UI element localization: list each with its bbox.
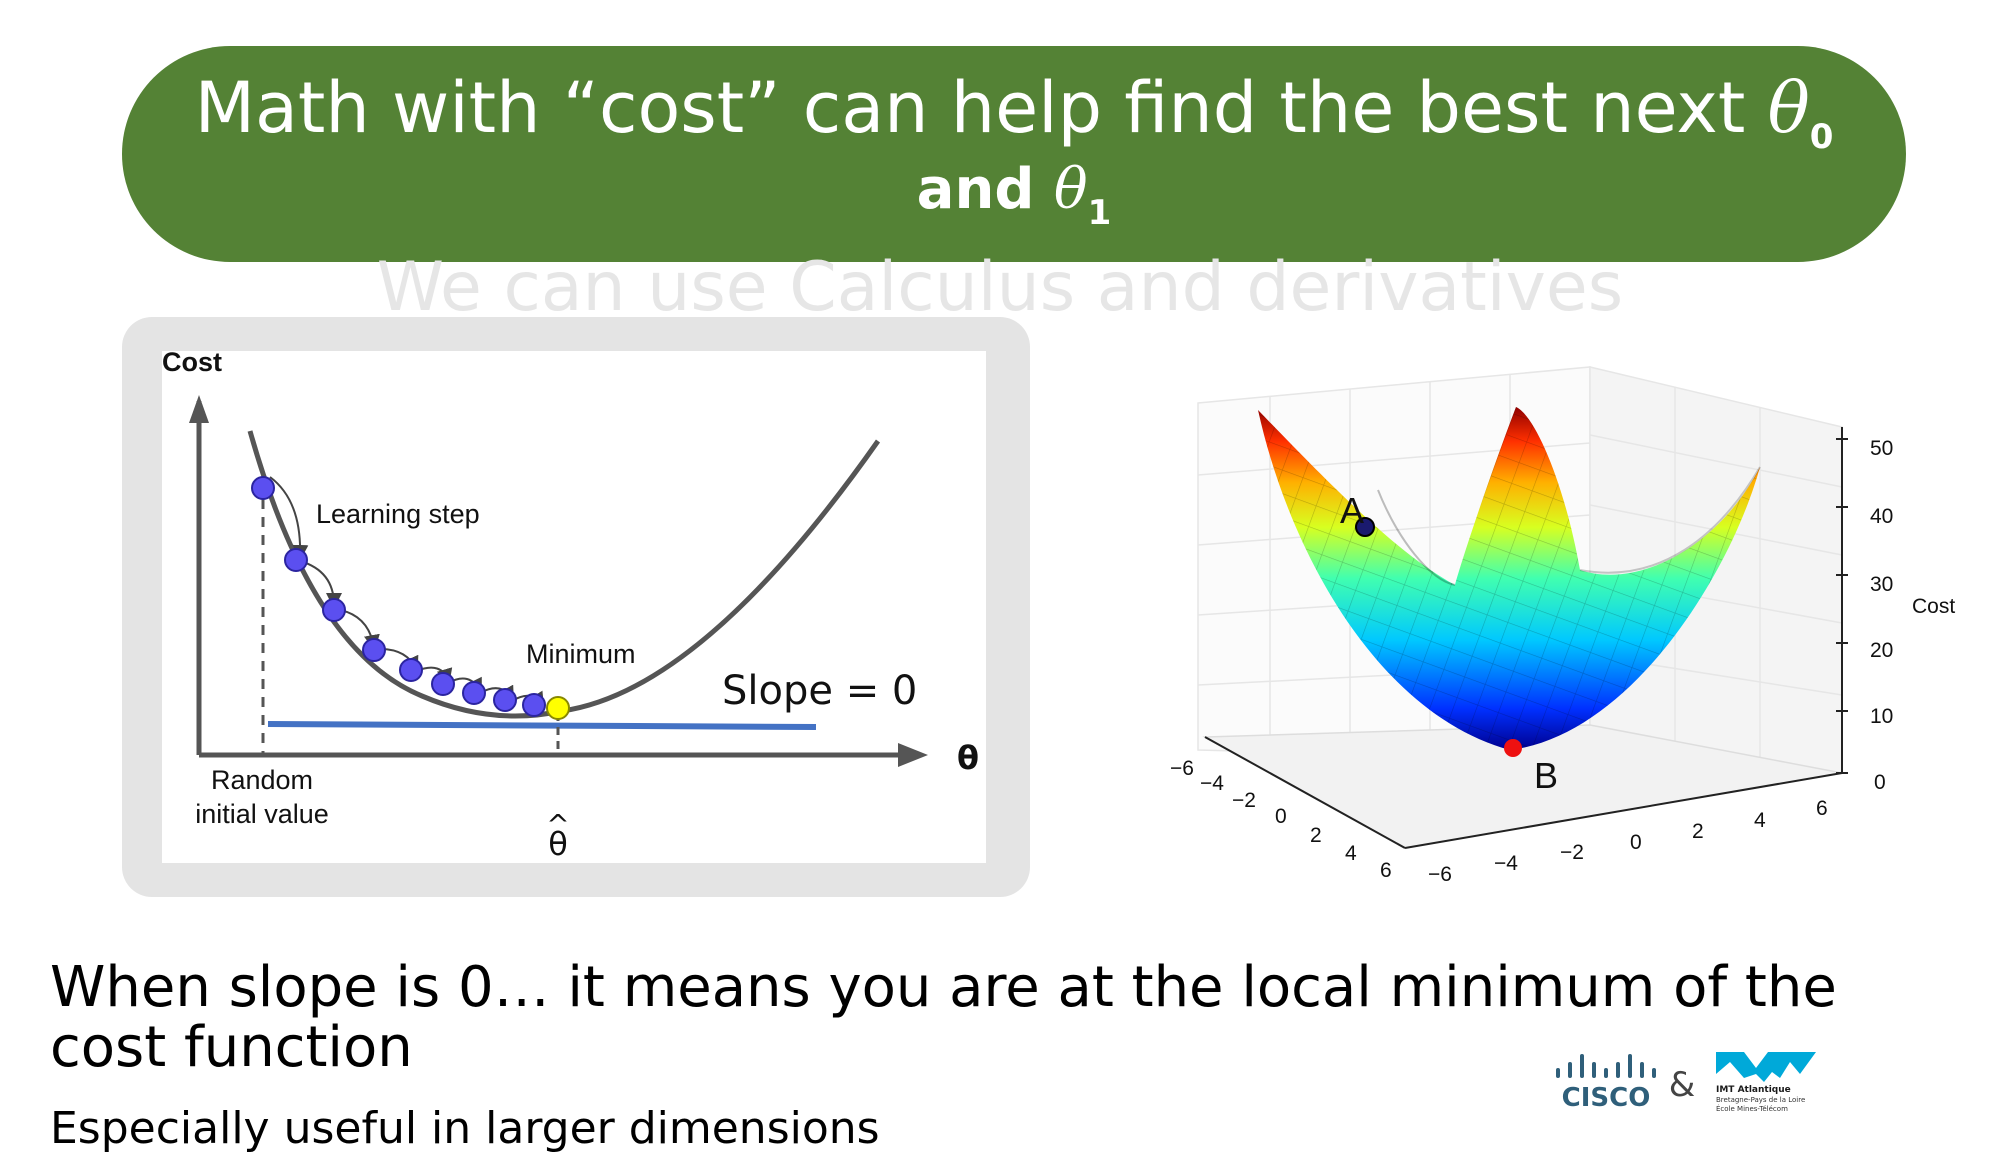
z-tick-label: 10 bbox=[1870, 705, 1893, 728]
cisco-bars-icon bbox=[1556, 1054, 1656, 1078]
y-axis-line bbox=[1404, 772, 1843, 849]
y-axis-arrow-icon bbox=[189, 395, 209, 423]
gradient-descent-diagram: Cost θ Learning step Minimum Slope = 0 R… bbox=[162, 347, 979, 863]
step-point bbox=[462, 681, 486, 705]
tangent-line bbox=[267, 721, 817, 730]
x-tick-label: 6 bbox=[1380, 859, 1392, 882]
y-tick-label: 4 bbox=[1754, 809, 1766, 832]
imt-line2: Bretagne-Pays de la Loire bbox=[1716, 1096, 1805, 1104]
z-tick-marks bbox=[1836, 438, 1848, 774]
theta-symbol: θ0 bbox=[1767, 67, 1834, 157]
theta-hat-mark: ^ bbox=[546, 808, 569, 841]
y-axis-label: Cost bbox=[162, 351, 222, 377]
random-label-line1: Random bbox=[211, 765, 313, 795]
point-a bbox=[1355, 517, 1375, 537]
ampersand: & bbox=[1669, 1065, 1696, 1105]
imt-line3: École Mines-Télécom bbox=[1716, 1104, 1788, 1113]
z-tick-label: 50 bbox=[1870, 437, 1893, 460]
imt-name: IMT Atlantique bbox=[1716, 1085, 1791, 1095]
x-axis-label: θ bbox=[957, 739, 979, 777]
point-b bbox=[1504, 739, 1522, 757]
step-point bbox=[399, 658, 423, 682]
title-line-2: and θ1 bbox=[122, 154, 1906, 249]
x-axis-arrow-icon bbox=[898, 743, 928, 767]
y-tick-label: 2 bbox=[1692, 820, 1704, 843]
x-tick-label: 4 bbox=[1345, 842, 1357, 865]
random-label-line2: initial value bbox=[195, 799, 329, 829]
title-and-text: and bbox=[916, 157, 1035, 222]
cost-surface bbox=[1258, 407, 1761, 750]
body-text-1: When slope is 0… it means you are at the… bbox=[50, 955, 1837, 1080]
minimum-label: Minimum bbox=[526, 639, 636, 669]
subtitle: We can use Calculus and derivatives bbox=[376, 248, 1624, 327]
x-tick-label: 2 bbox=[1310, 824, 1322, 847]
x-tick-label: −4 bbox=[1200, 772, 1224, 795]
slope-label: Slope = 0 bbox=[722, 668, 917, 714]
diagram-canvas: Cost θ Learning step Minimum Slope = 0 R… bbox=[162, 347, 986, 863]
theta-symbol: θ1 bbox=[1053, 157, 1112, 233]
title-line-1: Math with “cost” can help find the best … bbox=[122, 68, 1906, 177]
y-tick-label: −2 bbox=[1560, 841, 1584, 864]
theta-subscript-0: 0 bbox=[1809, 117, 1834, 157]
y-tick-label: −4 bbox=[1494, 852, 1518, 875]
minimum-point bbox=[546, 696, 570, 720]
point-b-label: B bbox=[1534, 755, 1558, 796]
z-tick-label: 0 bbox=[1874, 771, 1886, 794]
z-axis-label: Cost bbox=[1912, 595, 1955, 618]
step-point bbox=[362, 638, 386, 662]
point-a-label: A bbox=[1340, 490, 1364, 531]
x-axis-line bbox=[1204, 736, 1406, 849]
title-banner: Math with “cost” can help find the best … bbox=[122, 46, 1906, 262]
y-tick-label: 6 bbox=[1816, 797, 1828, 820]
step-point bbox=[522, 693, 546, 717]
y-tick-label: −6 bbox=[1428, 863, 1452, 886]
learning-step-label: Learning step bbox=[316, 499, 480, 529]
y-tick-label: 0 bbox=[1630, 831, 1642, 854]
z-tick-label: 40 bbox=[1870, 505, 1893, 528]
x-tick-label: −6 bbox=[1170, 757, 1194, 780]
body-text-2: Especially useful in larger dimensions bbox=[50, 1103, 880, 1154]
theta-hat-label: θ bbox=[548, 825, 568, 863]
surface-3d-plot: A B 50 40 30 20 10 0 Cost −6 −4 −2 0 2 4… bbox=[1170, 366, 1955, 886]
z-tick-label: 30 bbox=[1870, 573, 1893, 596]
footer-logos: CISCO & IMT Atlantique Bretagne-Pays de … bbox=[1556, 1052, 1816, 1113]
z-tick-label: 20 bbox=[1870, 639, 1893, 662]
theta-subscript-1: 1 bbox=[1087, 193, 1112, 233]
cisco-wordmark: CISCO bbox=[1562, 1083, 1651, 1113]
step-point bbox=[322, 598, 346, 622]
imt-logo-icon bbox=[1716, 1052, 1816, 1082]
step-point bbox=[431, 672, 455, 696]
title-text: Math with “cost” can help find the best … bbox=[194, 67, 1746, 149]
x-tick-label: −2 bbox=[1232, 789, 1256, 812]
x-tick-label: 0 bbox=[1275, 805, 1287, 828]
step-point bbox=[284, 548, 308, 572]
step-point bbox=[251, 476, 275, 500]
step-point bbox=[493, 688, 517, 712]
cost-curve bbox=[247, 430, 881, 719]
